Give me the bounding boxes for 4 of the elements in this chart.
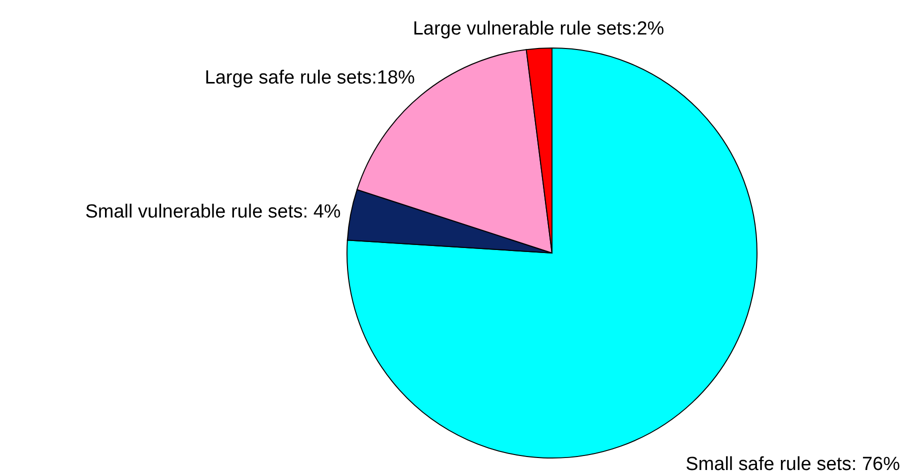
slice-label: Small vulnerable rule sets: 4% <box>85 202 341 223</box>
slice-label: Small safe rule sets: 76% <box>686 454 900 473</box>
slice-label: Large vulnerable rule sets:2% <box>412 18 664 40</box>
slice-label: Large safe rule sets:18% <box>204 67 416 88</box>
